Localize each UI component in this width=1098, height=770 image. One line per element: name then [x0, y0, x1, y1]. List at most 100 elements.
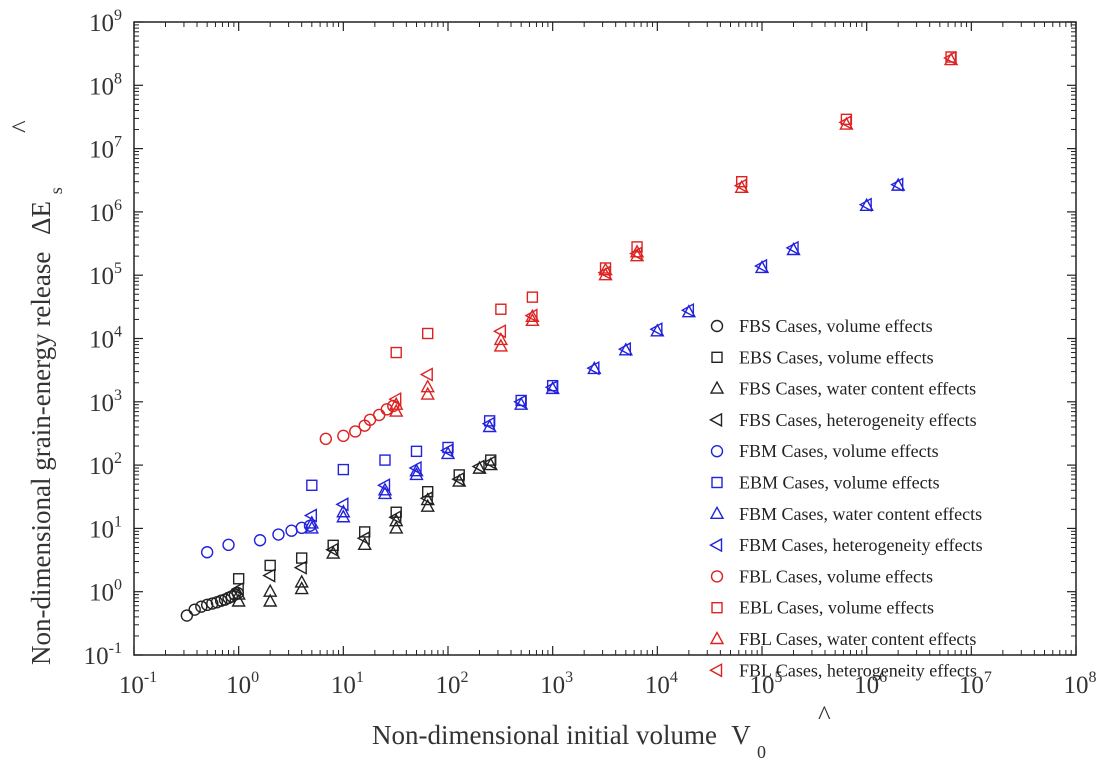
- data-point: [180, 609, 194, 622]
- data-point: [206, 597, 219, 610]
- x-tick-label-2-base: 10: [331, 672, 356, 699]
- data-point: [389, 403, 404, 417]
- data-point: [389, 513, 404, 527]
- x-axis-title-text: Non-dimensional initial volume: [372, 720, 717, 750]
- legend-marker-4: [710, 445, 724, 458]
- data-point: [379, 454, 391, 466]
- data-point: [410, 445, 423, 458]
- y-tick-label-4-base: 10: [89, 390, 114, 417]
- data-point: [272, 528, 285, 541]
- legend-marker-8: [710, 570, 724, 583]
- y-tick-label-0-base: 10: [84, 643, 109, 670]
- y-tick-label-8-base: 10: [89, 137, 114, 164]
- data-point: [262, 568, 276, 583]
- data-point: [524, 308, 538, 323]
- x-tick-label-9: 108: [1064, 669, 1097, 699]
- data-point: [680, 303, 695, 318]
- legend-item-5: EBM Cases, volume effects: [711, 473, 940, 493]
- data-point: [232, 573, 245, 585]
- y-tick-label-9: 108: [89, 70, 122, 100]
- y-tick-label-8: 107: [89, 134, 122, 164]
- x-tick-label-4-base: 10: [540, 672, 565, 699]
- legend-label-11: FBL Cases, heterogeneity effects: [739, 660, 977, 680]
- data-point: [544, 380, 558, 395]
- y-tick-label-7: 106: [89, 197, 122, 227]
- data-point: [336, 504, 351, 518]
- series-11: [388, 50, 957, 407]
- y-axis-title: Non-dimensional grain-energy release ΔE …: [26, 187, 66, 665]
- data-point: [493, 331, 509, 346]
- data-point: [304, 515, 320, 529]
- data-point: [526, 291, 539, 303]
- data-point: [390, 346, 402, 359]
- data-point: [545, 380, 560, 395]
- x-tick-label-2-exp: 1: [356, 669, 364, 686]
- y-tick-label-2-base: 10: [89, 516, 114, 543]
- data-point: [525, 312, 540, 327]
- legend-label-4: FBM Cases, volume effects: [739, 441, 939, 461]
- legend-marker-2: [709, 380, 725, 394]
- y-tick-label-9-exp: 8: [114, 70, 122, 87]
- data-point: [303, 508, 318, 523]
- series-2: [231, 457, 498, 607]
- x-tick-label-7-base: 10: [854, 672, 879, 699]
- x-tick-label-3: 102: [436, 669, 469, 699]
- data-point: [388, 392, 402, 407]
- x-tick-label-0-exp: -1: [144, 669, 157, 686]
- x-tick-label-6-base: 10: [750, 672, 775, 699]
- y-tick-label-2: 101: [89, 513, 122, 543]
- data-point: [356, 531, 370, 546]
- data-point: [419, 491, 433, 506]
- data-point: [890, 177, 906, 191]
- y-tick-label-4-exp: 3: [114, 387, 122, 404]
- y-axis-symbol-hat: ^: [6, 120, 36, 133]
- data-point: [200, 546, 214, 559]
- data-point: [262, 593, 278, 607]
- legend-item-0: FBS Cases, volume effects: [710, 316, 933, 336]
- series-7: [303, 177, 904, 523]
- legend-item-4: FBM Cases, volume effects: [710, 441, 939, 461]
- data-point: [294, 581, 309, 595]
- data-point: [525, 308, 540, 323]
- data-point: [325, 542, 339, 557]
- y-tick-label-10: 109: [89, 7, 122, 37]
- series-3: [230, 455, 496, 597]
- x-tick-label-0: 10-1: [119, 669, 157, 699]
- data-point: [481, 416, 495, 431]
- y-tick-label-8-exp: 7: [114, 134, 122, 151]
- x-tick-label-1: 100: [226, 669, 259, 699]
- x-tick-label-8-exp: 7: [984, 669, 992, 686]
- data-point: [337, 463, 350, 476]
- data-point: [306, 479, 318, 491]
- x-tick-label-5: 104: [645, 669, 678, 699]
- y-tick-label-7-base: 10: [89, 200, 114, 227]
- x-tick-label-4: 103: [540, 669, 573, 699]
- legend-item-1: EBS Cases, volume effects: [711, 347, 934, 367]
- data-point: [319, 432, 333, 446]
- data-point: [440, 443, 454, 458]
- legend-item-8: FBL Cases, volume effects: [710, 566, 933, 586]
- x-tick-label-1-exp: 0: [251, 669, 259, 686]
- y-axis-title-group: Non-dimensional grain-energy release ΔE …: [6, 120, 66, 665]
- data-point: [388, 510, 402, 525]
- data-point: [733, 178, 747, 193]
- legend-label-1: EBS Cases, volume effects: [739, 347, 934, 367]
- data-point: [493, 338, 509, 352]
- data-point: [472, 460, 487, 474]
- data-point: [293, 560, 307, 575]
- legend-item-11: FBL Cases, heterogeneity effects: [709, 660, 977, 680]
- data-points: [180, 50, 959, 622]
- x-tick-label-8: 107: [959, 669, 992, 699]
- data-point: [389, 520, 404, 534]
- y-tick-label-6: 105: [89, 260, 122, 290]
- x-tick-label-0-base: 10: [119, 672, 144, 699]
- x-tick-label-3-base: 10: [436, 672, 461, 699]
- data-point: [492, 324, 507, 339]
- legend-marker-6: [709, 505, 725, 519]
- y-tick-label-0: 10-1: [84, 640, 122, 670]
- legend-label-5: EBM Cases, volume effects: [739, 473, 940, 493]
- x-tick-label-1-base: 10: [226, 672, 251, 699]
- x-tick-label-3-exp: 2: [461, 669, 469, 686]
- data-point: [264, 559, 276, 572]
